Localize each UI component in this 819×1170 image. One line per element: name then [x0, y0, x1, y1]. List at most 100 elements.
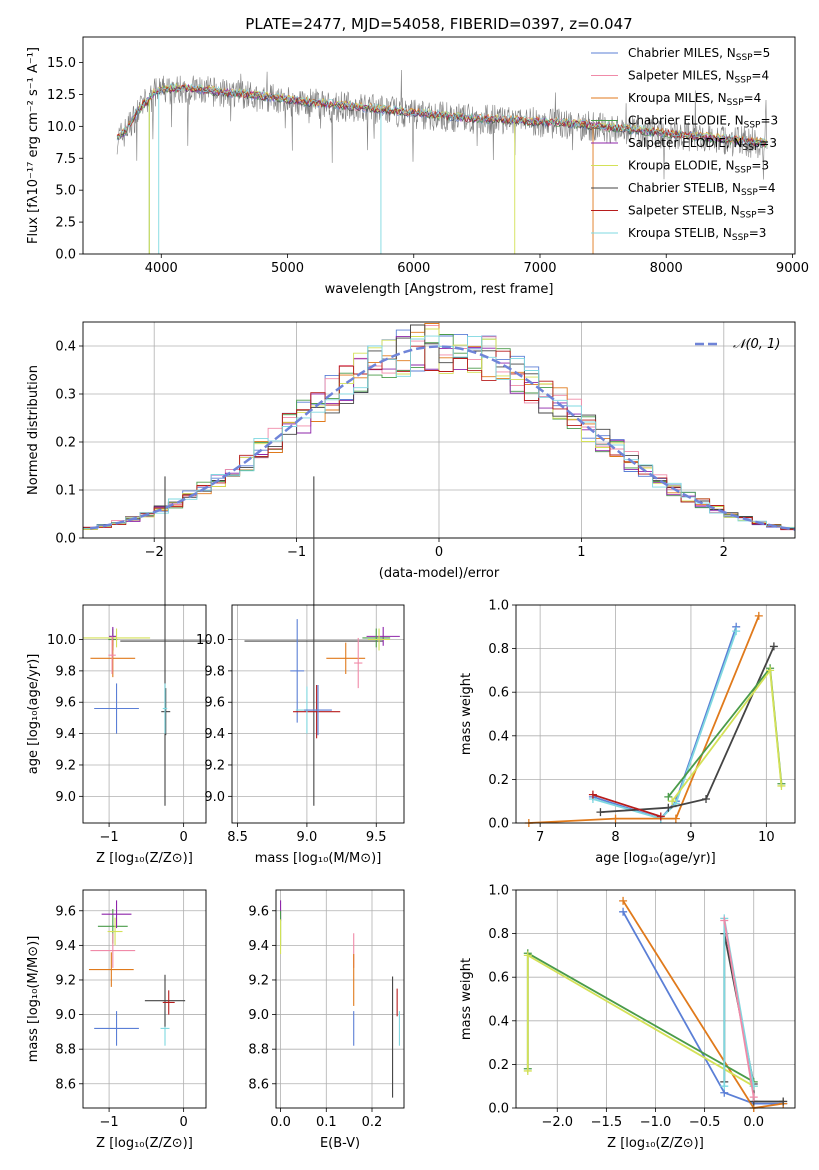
x-tick-label: 9.5 [366, 830, 387, 845]
weight-series [588, 622, 741, 823]
weight-series [720, 916, 758, 1102]
y-tick-label: 9.2 [248, 973, 269, 988]
legend-label: Salpeter STELIB, N [628, 204, 740, 218]
y-tick-label: 0.0 [55, 532, 76, 547]
legend-label: Kroupa ELODIE, N [628, 159, 735, 173]
data-point [94, 1011, 139, 1046]
weight-marker [702, 795, 711, 804]
x-tick-label: 10 [758, 830, 775, 845]
y-tick-label: 0.0 [488, 817, 509, 832]
x-axis-label: Z [log₁₀(Z/Z⊙)] [607, 1136, 704, 1151]
y-axis-label: mass weight [459, 673, 474, 755]
axes-age-vs-Z: −1 0 9.0 9.2 9.4 9.6 9.8 10.0 Z [log₁₀(Z/Z⊙)] age… [26, 476, 210, 866]
legend-subscript: SSP [744, 121, 761, 131]
axes-weight-vs-Z: −2.0 −1.5 −1.0 −0.5 0.0 0.0 0.2 0.4 0.6 0.8 1.0 Z [… [459, 884, 796, 1151]
y-tick-label: 0.2 [488, 773, 509, 788]
x-tick-label: −2.0 [541, 1115, 573, 1130]
y-tick-label: 9.0 [55, 1008, 76, 1023]
legend-count: =3 [757, 204, 775, 218]
y-tick-label: 9.4 [248, 939, 269, 954]
weight-marker [732, 627, 741, 636]
x-tick-label: 0.0 [270, 1115, 291, 1130]
spectra [116, 69, 768, 254]
data-point [293, 684, 341, 739]
axes-frame [82, 889, 207, 1109]
legend-count: =3 [760, 114, 778, 128]
weight-line [528, 615, 760, 824]
y-tick-label: 5.0 [55, 184, 76, 199]
weight-marker [588, 790, 597, 799]
axes-mass-vs-Z: −1 0 8.6 8.8 9.0 9.2 9.4 9.6 Z [log₁₀(Z/Z⊙)] mass… [26, 889, 207, 1151]
data-point [366, 626, 400, 646]
data-point [94, 683, 139, 734]
y-tick-label: 9.2 [204, 758, 225, 773]
weight-line [622, 900, 784, 1109]
axes-weight-vs-age: 7 8 9 10 0.0 0.2 0.4 0.6 0.8 1.0 age [log₁₀(age/yr… [459, 599, 796, 866]
data-point [90, 933, 136, 968]
x-tick-label: 1 [577, 545, 585, 560]
axes-age-vs-mass: 8.5 9.0 9.5 9.0 9.2 9.4 9.6 9.8 10.0 mass [log₁₀(… [196, 476, 405, 866]
x-tick-label: 0 [179, 1115, 187, 1130]
x-tick-label: 7 [536, 830, 544, 845]
legend-subscript: SSP [740, 211, 757, 221]
y-tick-label: 1.0 [488, 599, 509, 614]
legend-label: Chabrier STELIB, N [628, 181, 741, 195]
data-point [290, 619, 305, 723]
chart-title: PLATE=2477, MJD=54058, FIBERID=0397, z=0… [245, 15, 632, 33]
weight-marker [769, 642, 778, 651]
legend-entry: Salpeter STELIB, NSSP=3 [628, 204, 774, 221]
y-tick-label: 7.5 [55, 152, 76, 167]
weight-line [526, 951, 755, 1083]
data-point [162, 990, 175, 1015]
legend-subscript: SSP [732, 233, 749, 243]
y-tick-label: 0.6 [488, 686, 509, 701]
legend-subscript: SSP [735, 166, 752, 176]
x-tick-label: 4000 [145, 261, 178, 276]
legend-entry: 𝒩(0, 1) [733, 337, 780, 352]
weight-series [588, 790, 665, 821]
weight-series [668, 666, 786, 806]
data-point [367, 628, 391, 651]
data-point [161, 688, 171, 736]
axes-frame [515, 889, 796, 1109]
axes-frame [275, 889, 405, 1109]
y-tick-label: 10.0 [47, 633, 76, 648]
weight-series [524, 611, 763, 827]
x-tick-label: −1 [100, 1115, 119, 1130]
data-point [90, 639, 136, 678]
y-tick-label: 10.0 [196, 633, 225, 648]
axes-frame [231, 604, 405, 824]
histogram-step [83, 323, 795, 530]
x-tick-label: 0 [435, 545, 443, 560]
axes-frame [515, 604, 796, 824]
y-tick-label: 9.0 [204, 790, 225, 805]
legend-entry: Chabrier ELODIE, NSSP=3 [628, 114, 778, 131]
weight-marker [766, 666, 775, 675]
legend-entry: Salpeter MILES, NSSP=4 [628, 69, 769, 86]
weight-marker [523, 951, 532, 960]
x-axis-label: mass [log₁₀(M/M⊙)] [255, 851, 382, 866]
y-tick-label: 12.5 [47, 88, 76, 103]
legend-subscript: SSP [741, 188, 758, 198]
y-tick-label: 8.8 [248, 1043, 269, 1058]
data-point [101, 900, 132, 929]
legend-entry: Kroupa STELIB, NSSP=3 [628, 226, 766, 243]
x-tick-label: 0 [179, 830, 187, 845]
x-tick-label: −1.0 [640, 1115, 672, 1130]
y-tick-label: 0.2 [488, 1058, 509, 1073]
y-tick-label: 0.6 [488, 971, 509, 986]
legend-entry: Kroupa ELODIE, NSSP=3 [628, 159, 769, 176]
data-point [88, 952, 134, 987]
weight-series [588, 627, 741, 823]
x-tick-label: 6000 [397, 261, 430, 276]
y-tick-label: 9.6 [55, 904, 76, 919]
normal-curve [89, 345, 796, 531]
y-tick-label: 8.6 [55, 1077, 76, 1092]
weight-marker [720, 1082, 729, 1091]
y-tick-label: 0.2 [55, 436, 76, 451]
axes-mass-vs-EBV: 0.0 0.1 0.2 8.6 8.8 9.0 9.2 9.4 9.6 E(B-V) [248, 889, 405, 1151]
y-tick-label: 9.0 [55, 790, 76, 805]
weight-marker [671, 814, 680, 823]
y-tick-label: 9.6 [204, 696, 225, 711]
weight-line [600, 646, 775, 813]
